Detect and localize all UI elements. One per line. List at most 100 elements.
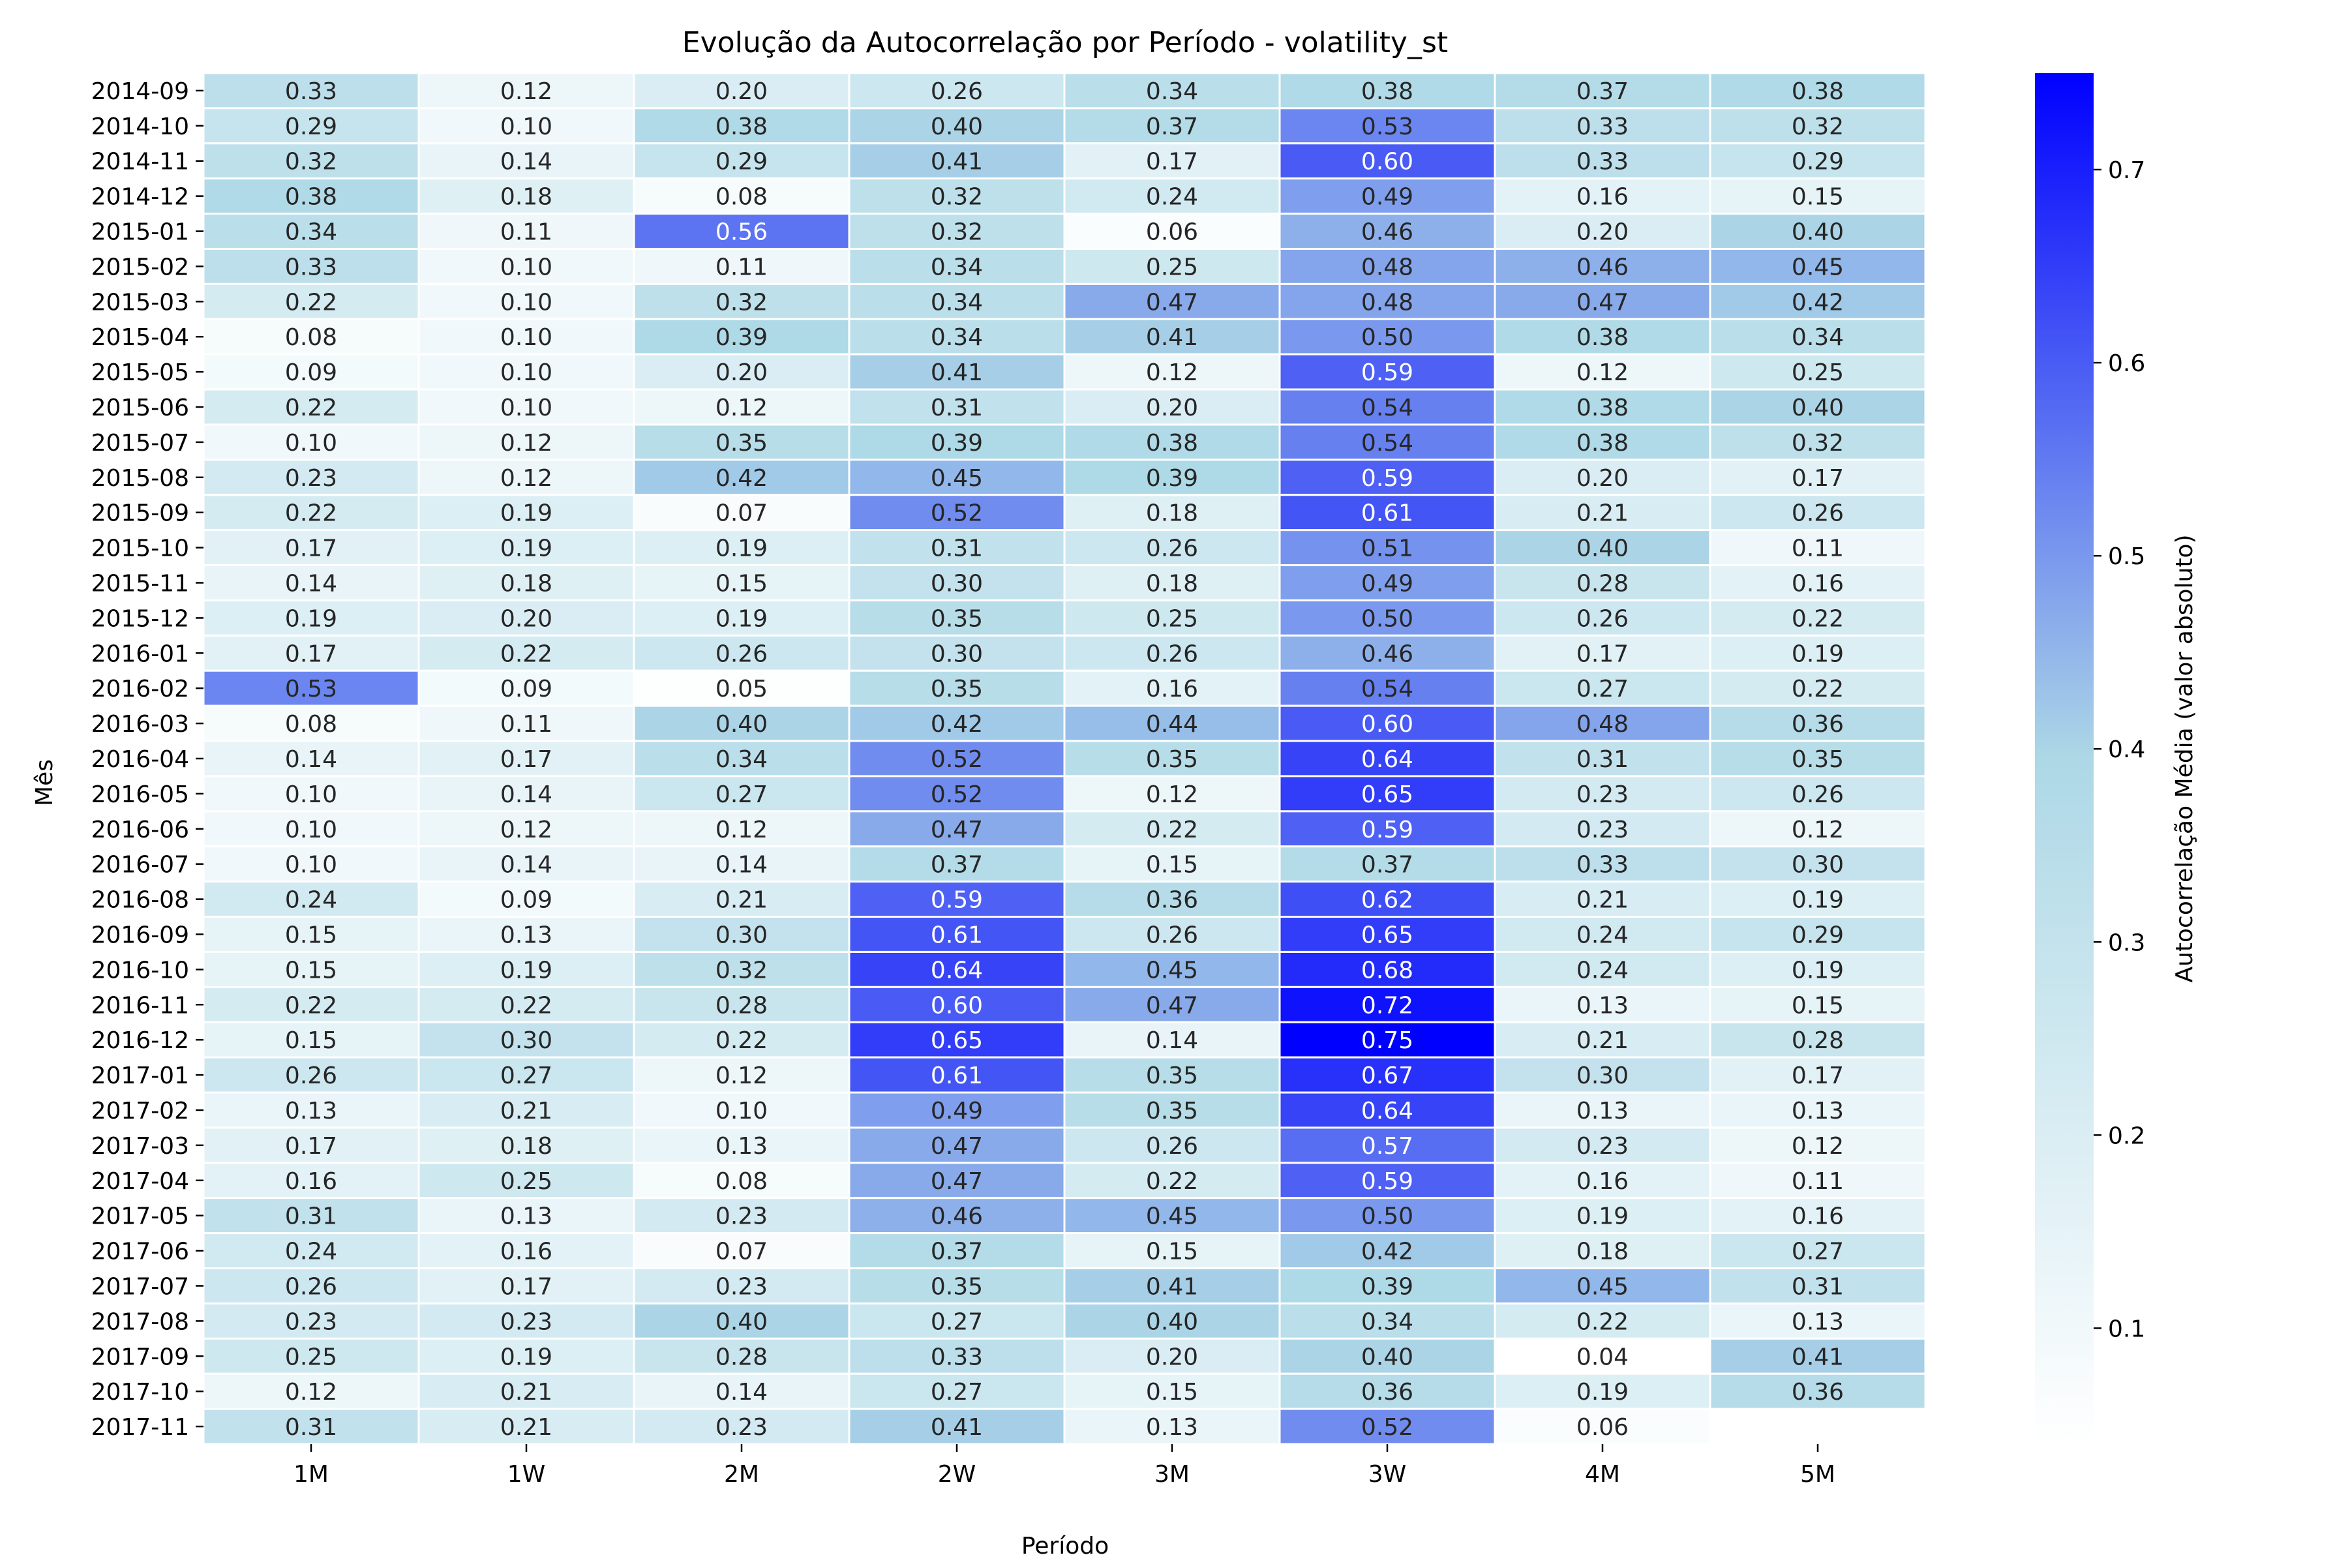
- heatmap-value-label: 0.11: [500, 711, 552, 738]
- heatmap-cell-2015-11-5M: [1709, 564, 1927, 601]
- heatmap-value-label: 0.21: [500, 1379, 552, 1406]
- heatmap-value-label: 0.32: [285, 149, 337, 175]
- heatmap-cell-2015-12-5M: [1709, 599, 1927, 637]
- heatmap-value-label: 0.13: [500, 922, 552, 948]
- y-tick-label: 2016-09: [91, 922, 189, 948]
- heatmap-cell-2015-12-1W: [417, 599, 635, 637]
- heatmap-value-label: 0.75: [1361, 1027, 1413, 1054]
- heatmap-value-label: 0.19: [1792, 641, 1844, 667]
- y-tick-label: 2015-12: [91, 605, 189, 632]
- heatmap-value-label: 0.14: [285, 746, 337, 773]
- heatmap-value-label: 0.17: [500, 1273, 552, 1300]
- heatmap-value-label: 0.61: [1361, 500, 1413, 527]
- heatmap-cell-2015-02-5M: [1709, 247, 1927, 285]
- heatmap-value-label: 0.21: [715, 887, 768, 914]
- y-tick-label: 2015-01: [91, 219, 189, 246]
- heatmap-cell-2017-02-2W: [848, 1091, 1066, 1129]
- heatmap-value-label: 0.33: [285, 78, 337, 105]
- heatmap-cell-2017-01-1M: [202, 1056, 420, 1094]
- heatmap-cell-2016-12-1W: [417, 1021, 635, 1059]
- heatmap-value-label: 0.45: [1576, 1273, 1629, 1300]
- heatmap-value-label: 0.12: [715, 395, 768, 421]
- colorbar-tick-label: 0.1: [2108, 1316, 2145, 1342]
- x-axis: 1M 1W 2M 2W 3M 3W 4M 5M: [294, 1444, 1835, 1488]
- heatmap-value-label: 0.15: [715, 571, 768, 597]
- heatmap-value-label: 0.23: [1576, 817, 1629, 843]
- heatmap-value-label: 0.59: [931, 887, 983, 914]
- heatmap-cell-2017-10-1M: [202, 1372, 420, 1410]
- heatmap-value-label: 0.33: [1576, 852, 1629, 879]
- heatmap-cell-2017-05-5M: [1709, 1197, 1927, 1235]
- heatmap-cell-2017-05-2W: [848, 1197, 1066, 1235]
- heatmap-cell-2015-01-2W: [848, 213, 1066, 250]
- heatmap-cell-2016-03-2M: [633, 704, 850, 742]
- heatmap-value-label: 0.30: [500, 1027, 552, 1054]
- colorbar-tick-label: 0.3: [2108, 929, 2145, 956]
- heatmap-cell-2015-07-1W: [417, 423, 635, 461]
- heatmap-cell-2017-04-5M: [1709, 1162, 1927, 1199]
- heatmap-value-label: 0.47: [1146, 289, 1198, 316]
- x-tick-label: 1W: [507, 1461, 546, 1488]
- heatmap-value-label: 0.27: [1576, 676, 1629, 702]
- heatmap-value-label: 0.36: [1361, 1379, 1413, 1406]
- heatmap-value-label: 0.61: [931, 1063, 983, 1089]
- colorbar-label: Autocorrelação Média (valor absoluto): [2171, 534, 2198, 982]
- heatmap-cell-2016-04-2W: [848, 740, 1066, 777]
- heatmap-cell-2017-01-3M: [1063, 1056, 1281, 1094]
- heatmap-value-label: 0.54: [1361, 676, 1413, 702]
- heatmap-cell-2015-05-5M: [1709, 353, 1927, 391]
- y-tick-label: 2016-05: [91, 781, 189, 808]
- heatmap-value-label: 0.19: [500, 1344, 552, 1370]
- y-tick-label: 2015-05: [91, 359, 189, 386]
- heatmap-cell-2016-07-1W: [417, 845, 635, 883]
- heatmap-cell-2017-02-3M: [1063, 1091, 1281, 1129]
- chart-title: Evolução da Autocorrelação por Período -…: [682, 26, 1448, 59]
- heatmap-value-label: 0.10: [715, 1098, 768, 1124]
- heatmap-value-label: 0.52: [931, 500, 983, 527]
- heatmap-value-label: 0.39: [715, 324, 768, 351]
- heatmap-value-label: 0.25: [500, 1168, 552, 1195]
- heatmap-value-label: 0.22: [285, 395, 337, 421]
- heatmap-value-label: 0.25: [1146, 605, 1198, 632]
- heatmap-value-label: 0.39: [1361, 1273, 1413, 1300]
- heatmap-cell-2016-03-2W: [848, 704, 1066, 742]
- heatmap-cell-2016-02-5M: [1709, 669, 1927, 707]
- y-tick-label: 2017-06: [91, 1239, 189, 1265]
- heatmap-value-label: 0.47: [1576, 289, 1629, 316]
- heatmap-cell-2014-10-2W: [848, 107, 1066, 145]
- heatmap-value-label: 0.54: [1361, 395, 1413, 421]
- heatmap-cell-2015-12-4M: [1494, 599, 1711, 637]
- heatmap-value-label: 0.54: [1361, 430, 1413, 457]
- heatmap-cell-2016-04-2M: [633, 740, 850, 777]
- heatmap-value-label: 0.22: [500, 641, 552, 667]
- y-tick-label: 2017-01: [91, 1063, 189, 1089]
- heatmap-cell-2016-01-3W: [1278, 634, 1496, 672]
- heatmap-value-label: 0.40: [1576, 535, 1629, 562]
- heatmap-cell-2015-06-2M: [633, 388, 850, 426]
- heatmap-value-label: 0.05: [715, 676, 768, 702]
- heatmap-cell-2015-11-2W: [848, 564, 1066, 601]
- heatmap-cell-2014-11-3W: [1278, 142, 1496, 180]
- y-tick-label: 2017-11: [91, 1414, 189, 1441]
- heatmap-value-label: 0.09: [500, 676, 552, 702]
- heatmap-cell-2016-06-3M: [1063, 810, 1281, 848]
- heatmap-value-label: 0.39: [1146, 465, 1198, 492]
- heatmap-value-label: 0.26: [1146, 535, 1198, 562]
- y-tick-label: 2017-07: [91, 1273, 189, 1300]
- heatmap-cell-2016-03-4M: [1494, 704, 1711, 742]
- heatmap-value-label: 0.64: [1361, 746, 1413, 773]
- colorbar-gradient: [2035, 73, 2094, 1444]
- x-tick-label: 4M: [1585, 1461, 1620, 1488]
- heatmap-cell-2015-12-3W: [1278, 599, 1496, 637]
- heatmap-cell-2017-02-2M: [633, 1091, 850, 1129]
- y-tick-label: 2017-04: [91, 1168, 189, 1195]
- heatmap-value-label: 0.47: [931, 1168, 983, 1195]
- heatmap-cell-2014-12-4M: [1494, 177, 1711, 215]
- heatmap-value-label: 0.30: [1792, 852, 1844, 879]
- heatmap-value-label: 0.22: [1146, 1168, 1198, 1195]
- y-tick-label: 2015-03: [91, 289, 189, 316]
- heatmap-cell-2015-03-5M: [1709, 282, 1927, 320]
- heatmap-value-label: 0.24: [285, 887, 337, 914]
- heatmap-value-label: 0.19: [500, 500, 552, 527]
- heatmap-value-label: 0.60: [1361, 149, 1413, 175]
